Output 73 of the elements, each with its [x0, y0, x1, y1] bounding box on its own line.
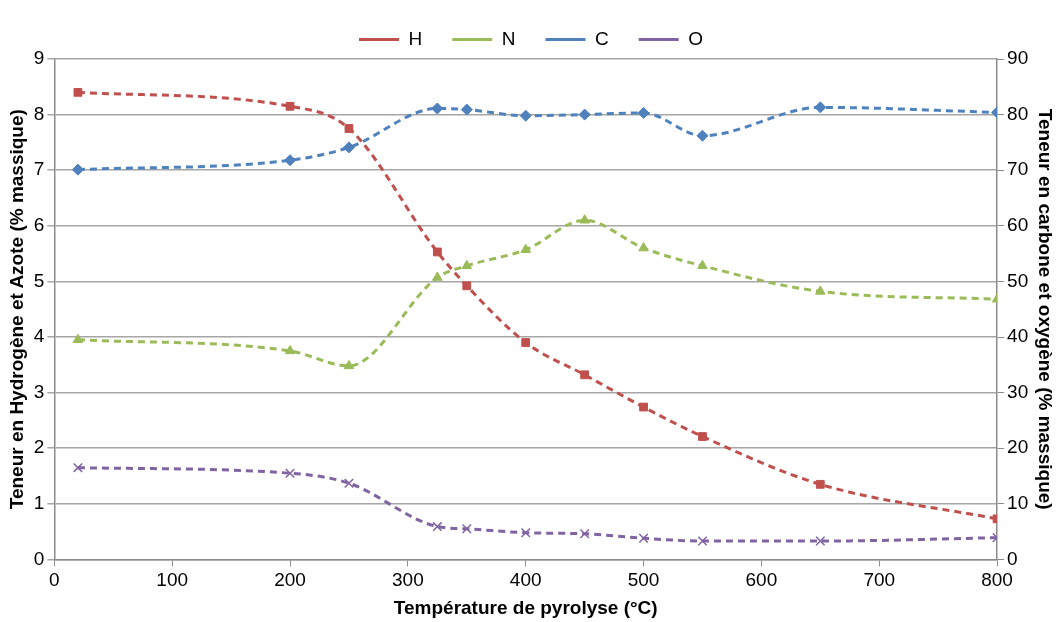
point	[520, 243, 531, 253]
y-tick-label: 2	[33, 436, 45, 458]
x-tick-label: 400	[509, 569, 542, 591]
point	[815, 479, 825, 489]
y-tick-label: 5	[33, 269, 45, 291]
point	[520, 527, 531, 538]
point	[432, 247, 442, 257]
y-tick-label: 0	[33, 547, 45, 569]
y-tick-label: 9	[33, 47, 45, 69]
x-tick-label: 500	[627, 569, 660, 591]
y-tick-label: 7	[33, 158, 45, 180]
point	[461, 259, 473, 270]
legend-label: H	[408, 27, 423, 49]
point	[580, 370, 590, 380]
x-tick-label: 700	[863, 569, 896, 591]
x-tick-label: 800	[981, 569, 1013, 591]
point	[285, 101, 295, 111]
point	[698, 432, 707, 441]
point	[638, 533, 649, 544]
y2-tick-label: 40	[1007, 325, 1029, 347]
y2-tick-label: 80	[1007, 102, 1029, 124]
point	[432, 271, 443, 281]
y2-tick-label: 0	[1007, 547, 1018, 569]
point	[637, 106, 650, 119]
point	[815, 285, 826, 295]
x-tick-label: 600	[745, 569, 778, 591]
point	[432, 521, 443, 532]
point	[639, 402, 648, 412]
point	[72, 333, 84, 344]
x-tick-label: 0	[49, 569, 60, 591]
y-tick-label: 3	[33, 380, 45, 402]
x-axis-title: Température de pyrolyse (°C)	[393, 596, 658, 618]
y-tick-label: 6	[33, 214, 45, 236]
point	[284, 344, 296, 355]
y2-tick-label: 70	[1007, 158, 1029, 180]
point	[697, 259, 708, 270]
x-tick-label: 100	[156, 569, 189, 591]
point	[285, 468, 296, 479]
point	[696, 129, 709, 142]
point	[579, 528, 590, 539]
point	[579, 214, 590, 224]
y-tick-label: 4	[33, 325, 45, 347]
point	[73, 87, 83, 97]
point	[343, 359, 355, 370]
y2-tick-label: 60	[1007, 214, 1029, 236]
point	[342, 141, 355, 154]
y2-tick-label: 90	[1007, 47, 1029, 69]
point	[72, 462, 83, 473]
y2-axis-title: Teneur en carbone et oxygène (% massique)	[1035, 108, 1057, 510]
y-tick-label: 8	[33, 102, 45, 124]
point	[344, 124, 354, 133]
point	[343, 478, 354, 489]
point	[519, 109, 532, 122]
point	[521, 338, 531, 347]
point	[697, 536, 708, 547]
legend-label: N	[501, 27, 516, 49]
x-tick-label: 200	[274, 569, 306, 591]
x-tick-label: 300	[392, 569, 424, 591]
legend-label: O	[688, 27, 703, 49]
y2-tick-label: 10	[1007, 492, 1029, 514]
y2-tick-label: 50	[1007, 269, 1029, 291]
point	[462, 281, 472, 291]
y2-tick-label: 20	[1007, 436, 1029, 458]
point	[71, 163, 84, 176]
point	[461, 523, 472, 534]
point	[578, 108, 591, 121]
point	[638, 242, 649, 252]
y2-tick-label: 30	[1007, 380, 1029, 402]
y-axis-title: Teneur en Hydrogène et Azote (% massique)	[5, 109, 27, 510]
y-tick-label: 1	[33, 492, 45, 514]
legend-label: C	[594, 27, 609, 49]
point	[815, 536, 826, 547]
point	[460, 103, 473, 116]
